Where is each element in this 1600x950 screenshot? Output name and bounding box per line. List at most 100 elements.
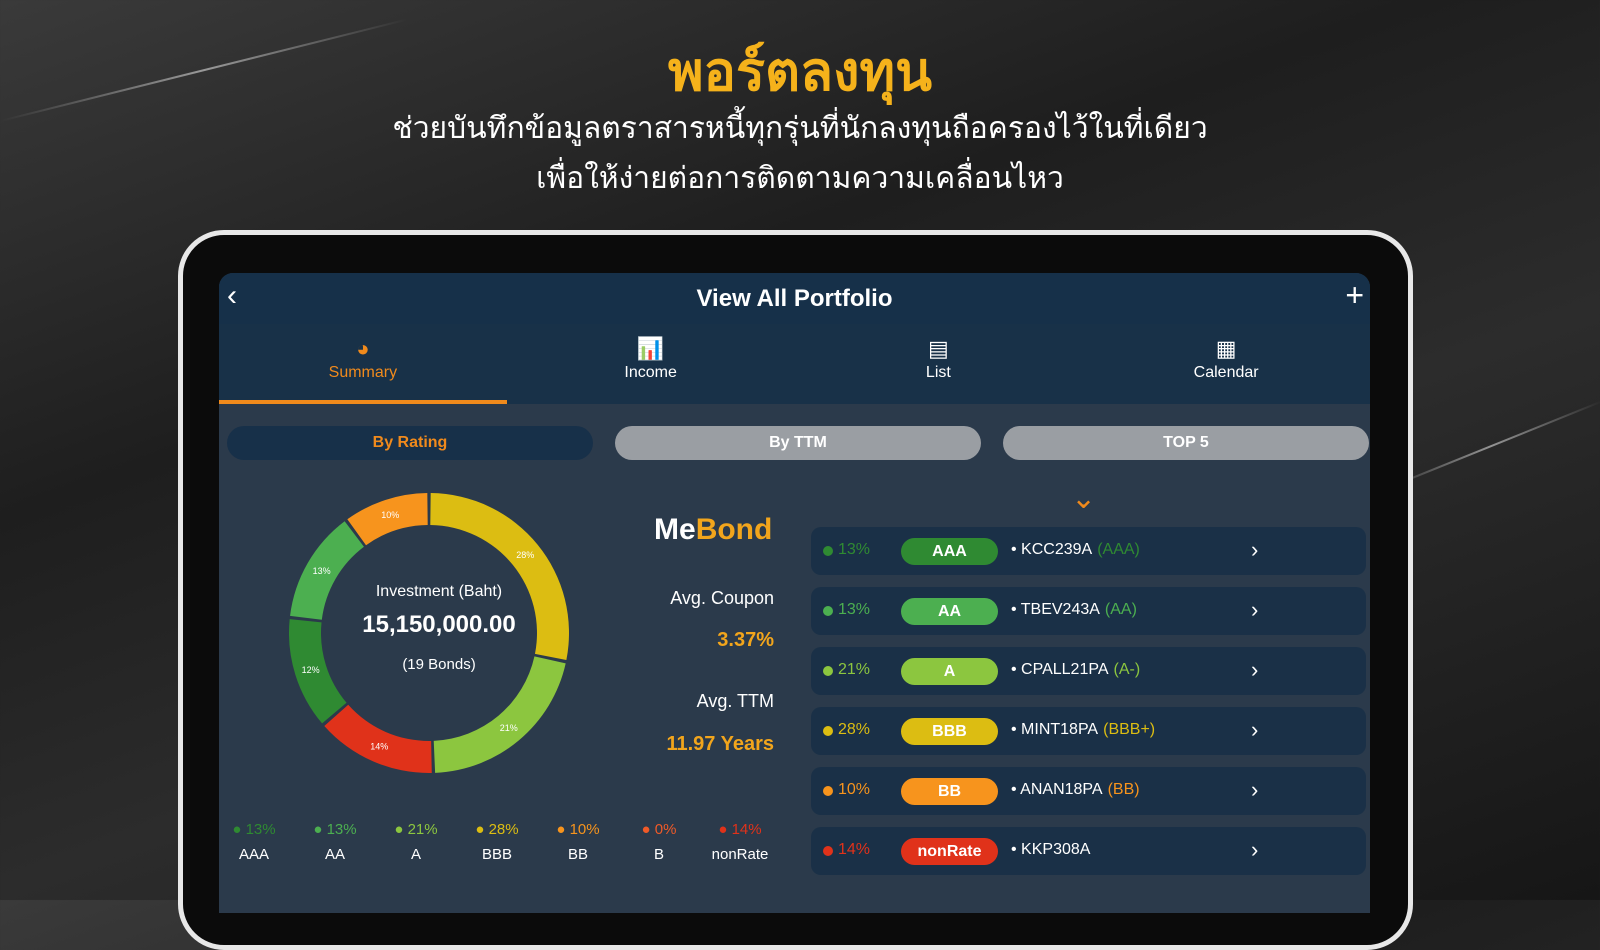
legend-pct: ● 21% <box>394 821 438 838</box>
legend-pct: ● 14% <box>718 821 762 838</box>
rating-badge: AAA <box>901 538 998 565</box>
legend-pct: ● 28% <box>475 821 519 838</box>
bond-name: • ANAN18PA (BB) <box>1011 781 1140 798</box>
segment-by-ttm[interactable]: By TTM <box>615 426 981 460</box>
legend-pct: ● 13% <box>232 821 276 838</box>
rating-dot <box>823 786 833 796</box>
segment-top-5[interactable]: TOP 5 <box>1003 426 1369 460</box>
rating-dot <box>823 846 833 856</box>
bond-row[interactable]: 14% nonRate • KKP308A › <box>811 827 1366 875</box>
tab-bar: ◕ Summary 📊 Income ▤ List ▦ Calendar <box>219 324 1370 404</box>
legend-pct: ● 0% <box>641 821 677 838</box>
chevron-right-icon[interactable]: › <box>1251 717 1259 742</box>
bond-pct: 10% <box>838 781 871 798</box>
back-icon[interactable]: ‹ <box>227 279 237 312</box>
tab-list[interactable]: ▤ List <box>795 324 1083 404</box>
bond-row[interactable]: 10% BB • ANAN18PA (BB) › <box>811 767 1366 815</box>
legend-item: ● 13% AAA <box>219 821 294 863</box>
tab-label: Calendar <box>1193 364 1259 381</box>
avg-ttm-value: 11.97 Years <box>666 733 774 755</box>
investment-value: 15,150,000.00 <box>362 611 516 638</box>
bond-pct: 14% <box>838 841 871 858</box>
legend-item: ● 28% BBB <box>457 821 537 863</box>
avg-coupon-value: 3.37% <box>717 629 774 651</box>
chevron-right-icon[interactable]: › <box>1251 597 1259 622</box>
bond-pct: 13% <box>838 541 871 558</box>
hero-title: พอร์ตลงทุน <box>667 42 933 102</box>
chevron-down-icon[interactable]: ⌄ <box>1071 482 1097 515</box>
rating-badge: BB <box>901 778 998 805</box>
legend-name: nonRate <box>711 846 769 863</box>
avg-coupon-label: Avg. Coupon <box>670 588 774 608</box>
legend-item: ● 14% nonRate <box>700 821 780 863</box>
bond-name: • KKP308A <box>1011 841 1091 858</box>
tab-label: List <box>925 364 951 381</box>
avg-ttm-label: Avg. TTM <box>696 691 774 711</box>
rating-donut-chart: 28% 21% 14% 12% 13% 10% <box>289 493 569 773</box>
donut-slice-nonRate <box>324 704 432 773</box>
legend-item: ● 10% BB <box>538 821 618 863</box>
mebond-logo: MeBond <box>654 513 773 546</box>
add-icon[interactable]: + <box>1345 277 1364 313</box>
slice-label: 14% <box>370 742 388 752</box>
legend-name: A <box>410 846 421 863</box>
app-screen: ‹ View All Portfolio + ◕ Summary 📊 Income … <box>219 273 1370 913</box>
donut-slice-AA <box>290 521 364 620</box>
rating-dot <box>823 606 833 616</box>
bar-chart-icon: 📊 <box>636 336 665 361</box>
rating-badge: nonRate <box>901 838 998 865</box>
legend-pct: ● 13% <box>313 821 357 838</box>
legend-name: AA <box>324 846 345 863</box>
legend-item: ● 0% B <box>619 821 699 863</box>
investment-label: Investment (Baht) <box>375 583 503 600</box>
legend-name: AAA <box>238 846 269 863</box>
legend-name: BB <box>567 846 588 863</box>
chevron-right-icon[interactable]: › <box>1251 777 1259 802</box>
tab-calendar[interactable]: ▦ Calendar <box>1082 324 1370 404</box>
bond-pct: 13% <box>838 601 871 618</box>
bond-row[interactable]: 28% BBB • MINT18PA (BBB+) › <box>811 707 1366 755</box>
donut-slice-BBB <box>430 493 569 661</box>
slice-label: 21% <box>500 723 518 733</box>
segment-by-rating[interactable]: By Rating <box>227 426 593 460</box>
slice-label: 10% <box>381 510 399 520</box>
bond-row[interactable]: 21% A • CPALL21PA (A-) › <box>811 647 1366 695</box>
chevron-right-icon[interactable]: › <box>1251 537 1259 562</box>
slice-label: 28% <box>516 550 534 560</box>
hero-subtitle-1: ช่วยบันทึกข้อมูลตราสารหนี้ทุกรุ่นที่นักล… <box>392 112 1208 145</box>
tab-label: Income <box>624 364 677 381</box>
tab-summary[interactable]: ◕ Summary <box>219 324 507 404</box>
rating-dot <box>823 666 833 676</box>
rating-badge: BBB <box>901 718 998 745</box>
slice-label: 12% <box>302 665 320 675</box>
calendar-icon: ▦ <box>1215 336 1237 361</box>
rating-badge: AA <box>901 598 998 625</box>
donut-slice-AAA <box>289 619 347 724</box>
bond-pct: 28% <box>838 721 871 738</box>
hero-subtitle-2: เพื่อให้ง่ายต่อการติดตามความเคลื่อนไหว <box>536 162 1064 195</box>
donut-slice-BB <box>347 493 428 546</box>
pie-chart-icon: ◕ <box>356 336 370 361</box>
chevron-right-icon[interactable]: › <box>1251 657 1259 682</box>
bond-pct: 21% <box>838 661 871 678</box>
legend-name: B <box>653 846 664 863</box>
rating-dot <box>823 726 833 736</box>
bond-count: (19 Bonds) <box>402 656 476 673</box>
page-title: View All Portfolio <box>696 285 893 312</box>
bond-row[interactable]: 13% AA • TBEV243A (AA) › <box>811 587 1366 635</box>
legend-item: ● 13% AA <box>295 821 375 863</box>
bond-name: • TBEV243A (AA) <box>1011 601 1137 618</box>
legend-pct: ● 10% <box>556 821 600 838</box>
top-bar: ‹ View All Portfolio + <box>219 273 1370 324</box>
rating-badge: A <box>901 658 998 685</box>
legend-item: ● 21% A <box>376 821 456 863</box>
bond-row[interactable]: 13% AAA • KCC239A (AAA) › <box>811 527 1366 575</box>
bond-name: • CPALL21PA (A-) <box>1011 661 1141 678</box>
bond-name: • KCC239A (AAA) <box>1011 541 1140 558</box>
donut-slice-A <box>433 656 566 773</box>
tab-income[interactable]: 📊 Income <box>507 324 795 404</box>
slice-label: 13% <box>313 566 331 576</box>
rating-dot <box>823 546 833 556</box>
chevron-right-icon[interactable]: › <box>1251 837 1259 862</box>
list-icon: ▤ <box>927 336 949 361</box>
